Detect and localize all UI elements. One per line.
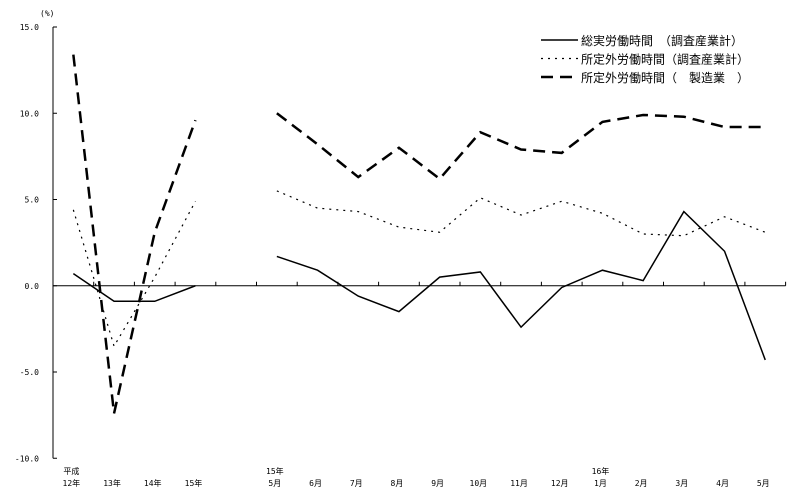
x-tick-label: 6月 — [309, 479, 322, 488]
series-line-dotted — [72, 200, 196, 348]
x-tick-label: 12月 — [551, 479, 569, 488]
y-unit-label: (%) — [40, 9, 54, 18]
x-group-label: 16年 — [592, 466, 610, 476]
x-tick-label: 5月 — [757, 479, 770, 488]
x-tick-label: 4月 — [716, 479, 729, 488]
x-tick-label: 9月 — [431, 479, 444, 488]
x-tick-label: 1月 — [594, 479, 607, 488]
legend: 総実労働時間 （調査産業計） 所定外労働時間（調査産業計） 所定外労働時間（ 製造業… — [541, 33, 749, 85]
legend-label: 所定外労働時間（調査産業計） — [581, 52, 749, 67]
y-tick-label: 15.0 — [20, 23, 39, 32]
x-tick-label: 11月 — [510, 479, 528, 488]
y-tick-label: 5.0 — [25, 196, 40, 205]
x-group-label: 平成 — [63, 466, 79, 476]
x-tick-label: 10月 — [470, 479, 488, 488]
y-tick-label: -10.0 — [15, 454, 39, 463]
x-tick-label: 14年 — [144, 478, 162, 488]
y-tick-label: 10.0 — [20, 109, 39, 118]
series-line-dashed — [72, 54, 197, 414]
x-tick-label: 2月 — [635, 479, 648, 488]
series-line-dashed — [276, 112, 766, 181]
x-tick-label: 15年 — [185, 478, 203, 488]
series-line-solid — [276, 210, 766, 361]
x-tick-label: 13年 — [103, 478, 121, 488]
x-tick-label: 8月 — [391, 479, 404, 488]
series-line-dotted — [276, 190, 766, 237]
x-tick-label: 3月 — [675, 479, 688, 488]
legend-label: 総実労働時間 （調査産業計） — [581, 33, 743, 48]
x-group-label: 15年 — [266, 466, 284, 476]
legend-label: 所定外労働時間（ 製造業 ） — [581, 70, 749, 85]
y-tick-label: 0.0 — [25, 282, 40, 291]
x-tick-label: 12年 — [63, 478, 81, 488]
y-tick-label: -5.0 — [20, 368, 39, 377]
series-line-solid — [72, 273, 196, 303]
x-tick-label: 5月 — [268, 479, 281, 488]
x-tick-label: 7月 — [350, 479, 363, 488]
